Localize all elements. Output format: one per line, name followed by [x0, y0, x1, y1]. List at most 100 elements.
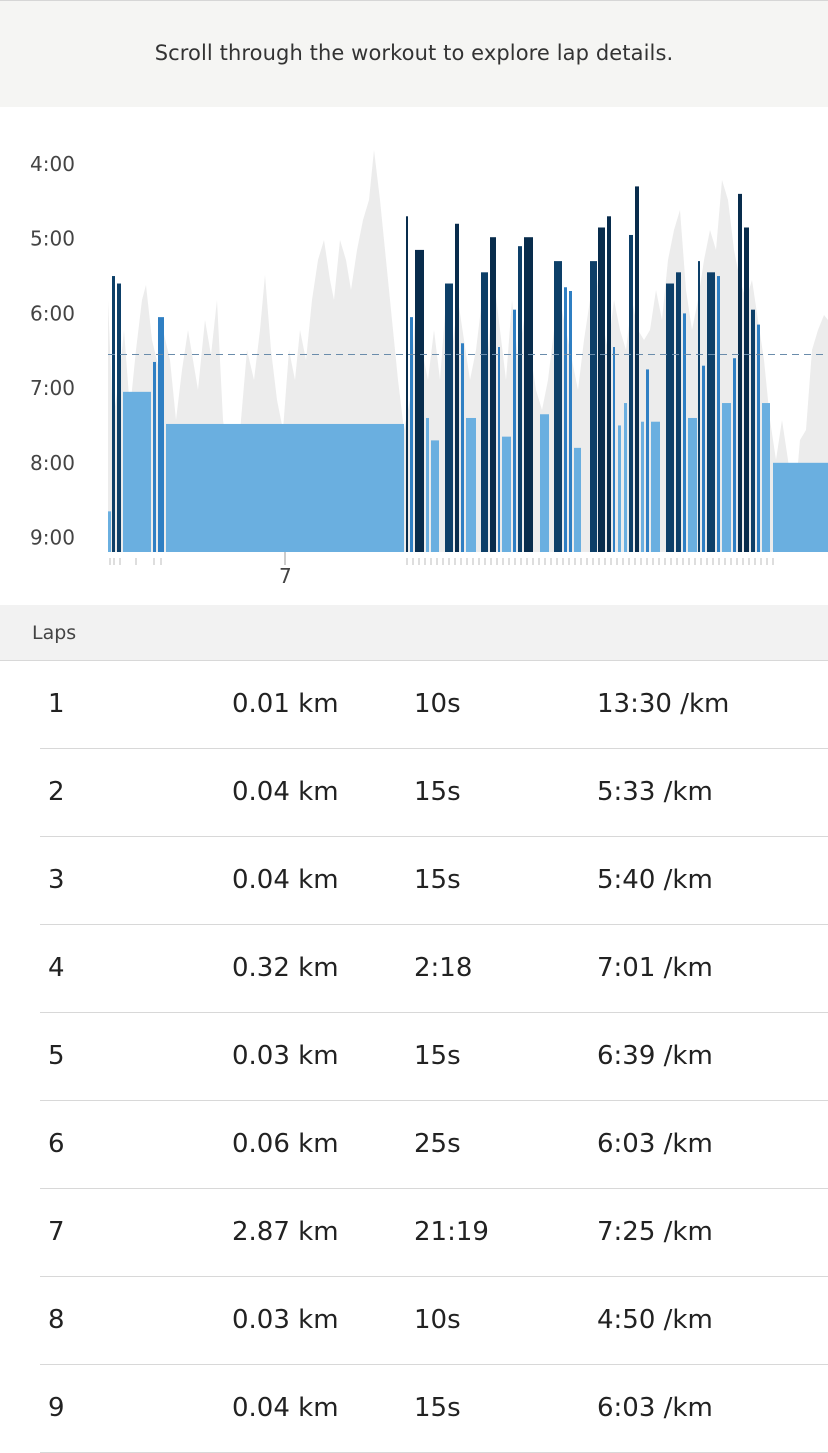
lap-number: 3 — [48, 865, 65, 895]
lap-bar[interactable] — [722, 403, 731, 552]
lap-pace: 13:30 /km — [597, 689, 730, 719]
lap-bar[interactable] — [646, 369, 649, 552]
y-tick-label: 4:00 — [30, 152, 75, 176]
lap-bar[interactable] — [554, 261, 562, 552]
lap-bar[interactable] — [773, 462, 828, 552]
lap-bar[interactable] — [574, 447, 581, 552]
lap-bar[interactable] — [751, 309, 755, 552]
lap-bar[interactable] — [607, 216, 611, 552]
lap-bar[interactable] — [733, 358, 736, 552]
lap-bar[interactable] — [166, 423, 404, 552]
lap-bar[interactable] — [569, 290, 572, 552]
lap-bar[interactable] — [590, 261, 597, 552]
lap-distance: 0.04 km — [232, 865, 339, 895]
lap-number: 9 — [48, 1393, 65, 1423]
pace-chart[interactable]: 4:00 5:00 6:00 7:00 8:00 9:00 7 — [0, 107, 828, 605]
lap-bar[interactable] — [564, 287, 567, 552]
lap-bar[interactable] — [738, 193, 742, 552]
lap-bar[interactable] — [698, 261, 700, 552]
lap-bars[interactable] — [108, 186, 828, 553]
lap-bar[interactable] — [117, 283, 121, 552]
lap-row[interactable]: 6 0.06 km 25s 6:03 /km — [40, 1101, 828, 1189]
lap-pace: 6:39 /km — [597, 1041, 713, 1071]
y-tick-label: 7:00 — [30, 376, 75, 400]
lap-pace: 6:03 /km — [597, 1393, 713, 1423]
lap-row[interactable]: 4 0.32 km 2:18 7:01 /km — [40, 925, 828, 1013]
lap-row[interactable]: 1 0.01 km 10s 13:30 /km — [40, 661, 828, 749]
lap-bar[interactable] — [762, 403, 770, 552]
lap-bar[interactable] — [490, 237, 496, 552]
lap-bar[interactable] — [406, 216, 408, 552]
lap-bar[interactable] — [466, 417, 476, 552]
lap-bar[interactable] — [641, 421, 644, 552]
lap-bar[interactable] — [410, 317, 413, 552]
pace-chart-area[interactable]: 4:00 5:00 6:00 7:00 8:00 9:00 7 — [0, 107, 828, 605]
lap-distance: 0.03 km — [232, 1041, 339, 1071]
lap-number: 7 — [48, 1217, 65, 1247]
lap-bar[interactable] — [651, 421, 660, 552]
lap-distance: 2.87 km — [232, 1217, 339, 1247]
y-tick-label: 8:00 — [30, 451, 75, 475]
lap-bar[interactable] — [688, 417, 697, 552]
lap-bar[interactable] — [524, 237, 533, 552]
lap-pace: 5:33 /km — [597, 777, 713, 807]
lap-bar[interactable] — [598, 227, 605, 552]
lap-distance: 0.03 km — [232, 1305, 339, 1335]
lap-bar[interactable] — [513, 309, 516, 552]
lap-bar[interactable] — [717, 276, 720, 552]
lap-distance: 0.32 km — [232, 953, 339, 983]
lap-bar[interactable] — [461, 343, 464, 552]
lap-bar[interactable] — [683, 313, 686, 552]
laps-list[interactable]: 1 0.01 km 10s 13:30 /km 2 0.04 km 15s 5:… — [0, 661, 828, 1453]
lap-bar[interactable] — [426, 417, 429, 552]
lap-row[interactable]: 2 0.04 km 15s 5:33 /km — [40, 749, 828, 837]
lap-bar[interactable] — [635, 186, 639, 552]
lap-bar[interactable] — [624, 403, 627, 552]
lap-bar[interactable] — [445, 283, 453, 552]
lap-distance: 0.04 km — [232, 777, 339, 807]
y-tick-label: 6:00 — [30, 301, 75, 325]
lap-bar[interactable] — [757, 324, 760, 552]
lap-bar[interactable] — [518, 246, 522, 553]
lap-bar[interactable] — [108, 511, 111, 552]
y-tick-label: 5:00 — [30, 227, 75, 251]
lap-bar[interactable] — [158, 317, 164, 552]
lap-time: 21:19 — [414, 1217, 489, 1247]
lap-bar[interactable] — [415, 249, 424, 552]
lap-number: 1 — [48, 689, 65, 719]
lap-number: 2 — [48, 777, 65, 807]
lap-row[interactable]: 7 2.87 km 21:19 7:25 /km — [40, 1189, 828, 1277]
lap-bar[interactable] — [112, 276, 115, 552]
lap-bar[interactable] — [498, 347, 500, 552]
lap-bar[interactable] — [502, 436, 511, 552]
lap-bar[interactable] — [540, 414, 549, 552]
lap-time: 15s — [414, 1393, 461, 1423]
x-tick-label: 7 — [279, 564, 292, 588]
lap-bar[interactable] — [613, 347, 615, 552]
y-tick-label: 9:00 — [30, 526, 75, 550]
lap-time: 25s — [414, 1129, 461, 1159]
lap-bar[interactable] — [481, 272, 488, 552]
lap-bar[interactable] — [153, 361, 156, 552]
lap-pace: 7:25 /km — [597, 1217, 713, 1247]
lap-number: 8 — [48, 1305, 65, 1335]
lap-row[interactable]: 9 0.04 km 15s 6:03 /km — [40, 1365, 828, 1453]
x-axis: 7 — [109, 552, 774, 588]
lap-time: 15s — [414, 1041, 461, 1071]
lap-bar[interactable] — [676, 272, 681, 552]
lap-bar[interactable] — [123, 391, 151, 552]
lap-pace: 4:50 /km — [597, 1305, 713, 1335]
lap-number: 4 — [48, 953, 65, 983]
lap-bar[interactable] — [744, 227, 749, 552]
lap-bar[interactable] — [666, 283, 674, 552]
lap-bar[interactable] — [618, 425, 621, 552]
lap-bar[interactable] — [431, 440, 439, 552]
lap-bar[interactable] — [707, 272, 715, 552]
lap-bar[interactable] — [629, 234, 633, 552]
lap-bar[interactable] — [455, 223, 459, 552]
lap-row[interactable]: 8 0.03 km 10s 4:50 /km — [40, 1277, 828, 1365]
lap-pace: 5:40 /km — [597, 865, 713, 895]
lap-row[interactable]: 3 0.04 km 15s 5:40 /km — [40, 837, 828, 925]
lap-bar[interactable] — [702, 365, 705, 552]
lap-row[interactable]: 5 0.03 km 15s 6:39 /km — [40, 1013, 828, 1101]
